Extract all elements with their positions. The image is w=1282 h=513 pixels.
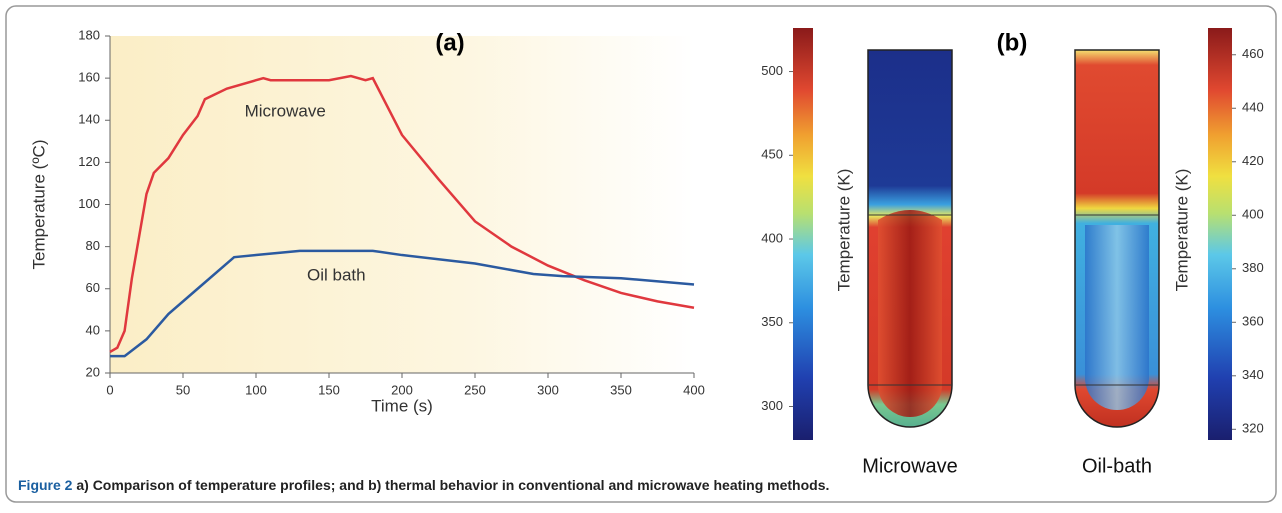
colorbar-tick-label: 340 [1242,367,1264,382]
y-tick-label: 20 [86,364,100,379]
chart-title: (a) [435,29,464,56]
colorbar-tick-label: 380 [1242,260,1264,275]
y-tick-label: 140 [78,112,100,127]
y-tick-label: 60 [86,280,100,295]
y-tick-label: 100 [78,196,100,211]
chart-title: (b) [997,29,1028,56]
tube-label: Oil-bath [1082,455,1152,477]
caption-label: Figure 2 [18,477,73,493]
x-tick-label: 200 [391,382,413,397]
colorbar-label: Temperature (K) [1172,169,1191,292]
caption: Figure 2 a) Comparison of temperature pr… [18,477,829,493]
colorbar-right [1208,28,1232,440]
x-axis-label: Time (s) [371,396,433,415]
colorbar-tick-label: 440 [1242,100,1264,115]
series-label: Microwave [245,101,326,120]
colorbar-tick-label: 460 [1242,46,1264,61]
tube-oil-bath [1074,49,1160,428]
y-tick-label: 160 [78,70,100,85]
series-label: Oil bath [307,266,366,285]
y-tick-label: 80 [86,238,100,253]
colorbar-tick-label: 420 [1242,153,1264,168]
colorbar-tick-label: 500 [761,63,783,78]
series-line [109,74,695,354]
x-tick-label: 350 [610,382,632,397]
frame [5,5,1277,503]
tube-label: Microwave [862,455,958,477]
x-tick-label: 400 [683,382,705,397]
x-tick-label: 150 [318,382,340,397]
x-tick-label: 100 [245,382,267,397]
series-line [110,249,695,358]
colorbar-tick-label: 400 [761,230,783,245]
caption-text: a) Comparison of temperature profiles; a… [72,477,829,493]
y-tick-label: 120 [78,154,100,169]
colorbar-tick-label: 400 [1242,207,1264,222]
colorbar-tick-label: 350 [761,314,783,329]
colorbar-tick-label: 450 [761,147,783,162]
colorbar-tick-label: 360 [1242,314,1264,329]
colorbar-tick-label: 320 [1242,421,1264,436]
colorbar-label: Temperature (K) [834,169,853,292]
colorbar-tick-label: 300 [761,398,783,413]
y-tick-label: 40 [86,322,100,337]
y-tick-label: 180 [78,27,100,42]
x-tick-label: 300 [537,382,559,397]
x-tick-label: 250 [464,382,486,397]
x-tick-label: 0 [106,382,113,397]
tube-microwave [867,49,953,428]
x-tick-label: 50 [176,382,190,397]
plot-background [110,36,694,373]
colorbar-left [793,28,813,440]
y-axis-label: Temperature (ºC) [29,140,48,270]
